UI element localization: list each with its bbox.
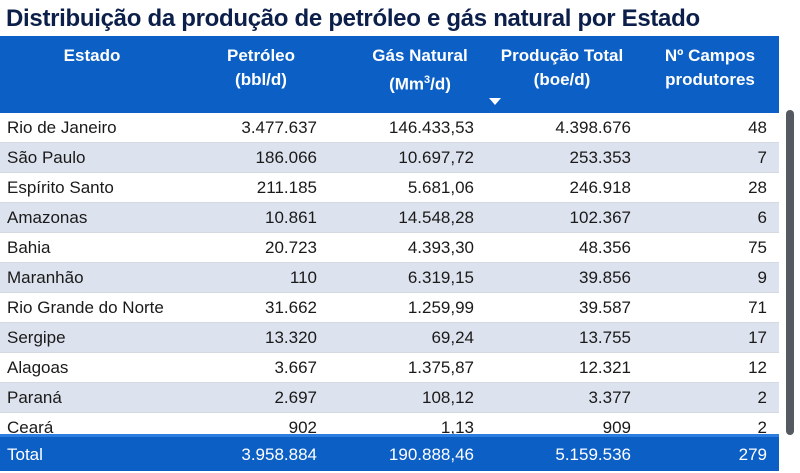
table-row[interactable]: Bahia 20.723 4.393,30 48.356 75 <box>0 233 779 263</box>
cell-gas: 5.681,06 <box>407 178 474 197</box>
table-body: Rio de Janeiro 3.477.637 146.433,53 4.398.6… <box>0 113 779 443</box>
table-row[interactable]: Sergipe 13.320 69,24 13.755 17 <box>0 323 779 353</box>
cell-producao: 39.587 <box>579 298 631 317</box>
cell-producao: 909 <box>602 418 631 437</box>
cell-estado: Espírito Santo <box>7 178 114 197</box>
cell-producao: 4.398.676 <box>555 118 631 137</box>
header-gas-unit: (Mm3/d) <box>389 74 451 94</box>
table-row[interactable]: São Paulo 186.066 10.697,72 253.353 7 <box>0 143 779 173</box>
total-campos: 279 <box>738 445 767 464</box>
header-petroleo-unit: (bbl/d) <box>235 70 287 89</box>
cell-gas: 4.393,30 <box>407 238 474 257</box>
header-producao-unit: (boe/d) <box>533 70 591 89</box>
table-row[interactable]: Espírito Santo 211.185 5.681,06 246.918 28 <box>0 173 779 203</box>
cell-producao: 102.367 <box>569 208 631 227</box>
header-campos-label-2: produtores <box>665 70 755 89</box>
table-row[interactable]: Rio Grande do Norte 31.662 1.259,99 39.587 7… <box>0 293 779 323</box>
cell-producao: 12.321 <box>579 358 631 377</box>
cell-campos: 9 <box>757 268 767 287</box>
table-row[interactable]: Paraná 2.697 108,12 3.377 2 <box>0 383 779 413</box>
cell-estado: Bahia <box>7 238 51 257</box>
header-gas-label: Gás Natural <box>372 46 468 65</box>
total-label: Total <box>7 445 43 464</box>
page-title: Distribuição da produção de petróleo e g… <box>6 5 700 32</box>
scrollbar-thumb[interactable] <box>786 110 794 435</box>
cell-estado: Amazonas <box>7 208 88 227</box>
header-campos[interactable]: Nº Campos produtores <box>640 44 780 92</box>
cell-campos: 6 <box>757 208 767 227</box>
header-petroleo[interactable]: Petróleo (bbl/d) <box>186 44 336 92</box>
total-producao: 5.159.536 <box>555 445 631 464</box>
header-estado[interactable]: Estado <box>12 44 172 68</box>
cell-campos: 28 <box>748 178 767 197</box>
cell-campos: 48 <box>748 118 767 137</box>
cell-estado: Rio Grande do Norte <box>7 298 164 317</box>
cell-estado: Alagoas <box>7 358 69 377</box>
cell-petroleo: 31.662 <box>265 298 317 317</box>
cell-gas: 108,12 <box>422 388 474 407</box>
cell-petroleo: 20.723 <box>265 238 317 257</box>
cell-estado: Paraná <box>7 388 62 407</box>
table-row[interactable]: Alagoas 3.667 1.375,87 12.321 12 <box>0 353 779 383</box>
header-gas[interactable]: Gás Natural (Mm3/d) <box>340 44 500 97</box>
cell-campos: 75 <box>748 238 767 257</box>
header-campos-label: Nº Campos <box>664 46 756 65</box>
header-estado-label: Estado <box>63 46 121 65</box>
cell-gas: 6.319,15 <box>407 268 474 287</box>
cell-petroleo: 13.320 <box>265 328 317 347</box>
cell-campos: 17 <box>748 328 767 347</box>
cell-producao: 13.755 <box>579 328 631 347</box>
table-row[interactable]: Rio de Janeiro 3.477.637 146.433,53 4.398.6… <box>0 113 779 143</box>
cell-campos: 2 <box>757 388 767 407</box>
cell-campos: 2 <box>757 418 767 437</box>
data-table: Estado Petróleo (bbl/d) Gás Natural (Mm3… <box>0 36 779 443</box>
cell-estado: Rio de Janeiro <box>7 118 117 137</box>
cell-producao: 3.377 <box>588 388 631 407</box>
cell-estado: Maranhão <box>7 268 84 287</box>
cell-petroleo: 110 <box>289 268 317 287</box>
cell-gas: 10.697,72 <box>398 148 474 167</box>
header-producao[interactable]: Produção Total (boe/d) <box>486 44 638 92</box>
cell-gas: 1.259,99 <box>407 298 474 317</box>
cell-petroleo: 211.185 <box>256 178 317 197</box>
cell-petroleo: 10.861 <box>265 208 317 227</box>
cell-petroleo: 3.667 <box>274 358 317 377</box>
cell-producao: 246.918 <box>569 178 631 197</box>
total-petroleo: 3.958.884 <box>241 445 317 464</box>
cell-estado: Sergipe <box>7 328 66 347</box>
cell-gas: 1.375,87 <box>407 358 474 377</box>
cell-petroleo: 2.697 <box>274 388 317 407</box>
table-row[interactable]: Maranhão 110 6.319,15 39.856 9 <box>0 263 779 293</box>
cell-campos: 7 <box>757 148 767 167</box>
table-header: Estado Petróleo (bbl/d) Gás Natural (Mm3… <box>0 36 779 113</box>
table-row[interactable]: Amazonas 10.861 14.548,28 102.367 6 <box>0 203 779 233</box>
header-producao-label: Produção Total <box>500 46 624 65</box>
cell-producao: 253.353 <box>569 148 631 167</box>
cell-campos: 71 <box>748 298 767 317</box>
cell-gas: 146.433,53 <box>388 118 474 137</box>
cell-gas: 69,24 <box>431 328 474 347</box>
cell-producao: 39.856 <box>579 268 631 287</box>
cell-estado: São Paulo <box>7 148 86 167</box>
header-petroleo-label: Petróleo <box>226 46 296 65</box>
cell-campos: 12 <box>748 358 767 377</box>
cell-gas: 14.548,28 <box>398 208 474 227</box>
total-gas: 190.888,46 <box>388 445 474 464</box>
sort-descending-icon[interactable] <box>489 98 501 105</box>
cell-petroleo: 902 <box>288 418 317 437</box>
cell-producao: 48.356 <box>579 238 631 257</box>
cell-petroleo: 186.066 <box>255 148 317 167</box>
cell-estado: Ceará <box>7 418 54 437</box>
cell-gas: 1,13 <box>440 418 474 437</box>
cell-petroleo: 3.477.637 <box>241 118 317 137</box>
total-row: Total 3.958.884 190.888,46 5.159.536 279 <box>0 434 779 471</box>
